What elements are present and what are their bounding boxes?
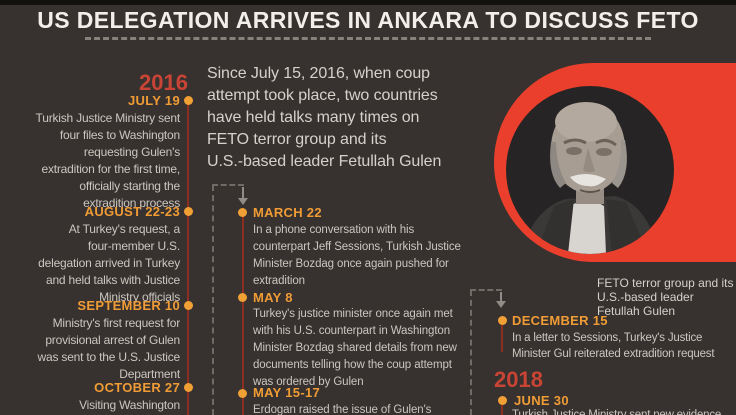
event-date: MAY 8 <box>253 290 293 305</box>
timeline-line-left <box>187 100 189 415</box>
arrow-down-icon <box>237 198 248 205</box>
event-date: JUNE 30 <box>514 393 569 408</box>
intro-paragraph: Since July 15, 2016, when coup attempt t… <box>207 65 442 170</box>
connector-arrow-stem <box>499 292 502 301</box>
event-text: Visiting Washington together with a dele… <box>79 398 180 412</box>
event-date: JULY 19 <box>128 93 180 108</box>
year-label-2016: 2016 <box>139 70 188 95</box>
timeline-line-middle <box>241 212 244 415</box>
title-dashed-divider <box>85 37 651 40</box>
gulen-portrait-icon <box>506 86 674 254</box>
connector-line-horizontal <box>470 289 502 291</box>
gulen-portrait-photo <box>506 86 674 254</box>
page-title: US DELEGATION ARRIVES IN ANKARA TO DISCU… <box>37 7 699 33</box>
event-text: Turkey's justice minister once again met… <box>253 308 457 388</box>
connector-line-horizontal <box>212 184 244 186</box>
event-date: SEPTEMBER 10 <box>77 298 180 313</box>
event-date: DECEMBER 15 <box>512 313 608 328</box>
top-border-strip <box>0 0 736 5</box>
event-date: MAY 15-17 <box>253 385 321 400</box>
timeline-bullet <box>183 206 193 216</box>
arrow-down-icon <box>495 301 506 308</box>
event-text: Ministry's first request for provisional… <box>37 316 181 381</box>
event-text: In a phone conversation with his counter… <box>253 224 461 287</box>
timeline-bullet <box>183 95 193 105</box>
photo-caption: FETO terror group and its U.S.-based lea… <box>597 276 734 318</box>
event-date: MARCH 22 <box>253 205 322 220</box>
timeline-line-right <box>501 404 503 415</box>
event-text: At Turkey's request, a four-member U.S. … <box>38 222 180 304</box>
year-label-2018: 2018 <box>494 367 543 392</box>
event-text: In a letter to Sessions, Turkey's Justic… <box>512 332 715 360</box>
timeline-line-right <box>501 324 503 352</box>
event-text: Turkish Justice Ministry sent new eviden… <box>512 409 722 415</box>
event-date: AUGUST 22-23 <box>84 204 180 219</box>
timeline-bullet <box>238 292 247 302</box>
timeline-bullet <box>238 207 247 217</box>
event-text: Erdogan raised the issue of Gulen's <box>253 404 432 415</box>
timeline-bullet <box>497 395 507 405</box>
timeline-bullet <box>183 300 193 310</box>
dashed-separator-left <box>212 185 214 415</box>
connector-arrow-stem <box>241 187 244 198</box>
event-date: OCTOBER 27 <box>94 380 180 395</box>
timeline-bullet <box>497 315 507 325</box>
dashed-separator-right <box>470 290 472 415</box>
timeline-bullet <box>238 388 247 398</box>
timeline-bullet <box>183 382 193 392</box>
event-text: Turkish Justice Ministry sent four files… <box>35 111 181 210</box>
